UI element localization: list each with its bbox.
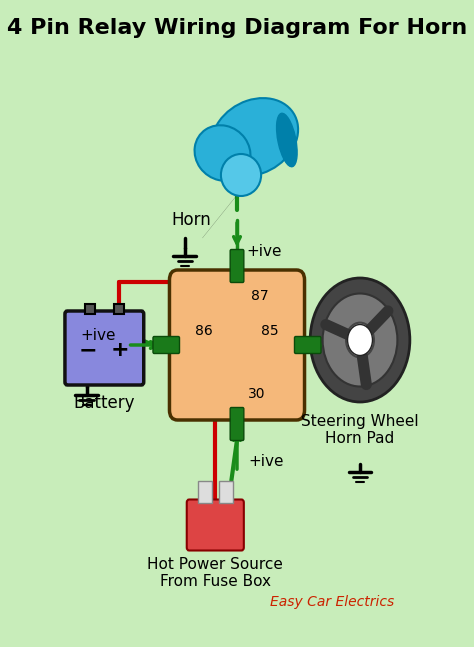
Text: 30: 30	[248, 387, 266, 401]
Text: 87: 87	[252, 289, 269, 303]
Circle shape	[310, 278, 410, 402]
Text: Battery: Battery	[73, 394, 135, 412]
Text: −: −	[79, 340, 98, 360]
Text: 86: 86	[195, 324, 213, 338]
Bar	[114, 304, 124, 314]
Bar	[85, 304, 95, 314]
Ellipse shape	[194, 126, 250, 181]
FancyBboxPatch shape	[230, 408, 244, 441]
Text: +ive: +ive	[248, 454, 284, 470]
Text: Easy Car Electrics: Easy Car Electrics	[270, 595, 394, 609]
Text: +ive: +ive	[246, 245, 282, 259]
FancyBboxPatch shape	[187, 499, 244, 551]
Ellipse shape	[221, 154, 261, 196]
Text: 85: 85	[261, 324, 279, 338]
Ellipse shape	[211, 98, 298, 176]
FancyBboxPatch shape	[170, 270, 304, 420]
Circle shape	[347, 325, 373, 355]
Bar	[219, 481, 233, 503]
Text: +: +	[111, 340, 130, 360]
Circle shape	[323, 294, 397, 386]
Text: +ive: +ive	[80, 327, 116, 342]
FancyBboxPatch shape	[230, 250, 244, 283]
FancyBboxPatch shape	[153, 336, 180, 353]
FancyBboxPatch shape	[294, 336, 321, 353]
Circle shape	[346, 323, 374, 357]
Text: -ive: -ive	[358, 327, 387, 342]
Bar	[198, 481, 212, 503]
Text: Steering Wheel
Horn Pad: Steering Wheel Horn Pad	[301, 414, 419, 446]
FancyBboxPatch shape	[65, 311, 144, 385]
Ellipse shape	[276, 113, 297, 167]
Text: 4 Pin Relay Wiring Diagram For Horn: 4 Pin Relay Wiring Diagram For Horn	[7, 18, 467, 38]
Text: Hot Power Source
From Fuse Box: Hot Power Source From Fuse Box	[147, 557, 283, 589]
Text: Horn: Horn	[171, 211, 211, 229]
